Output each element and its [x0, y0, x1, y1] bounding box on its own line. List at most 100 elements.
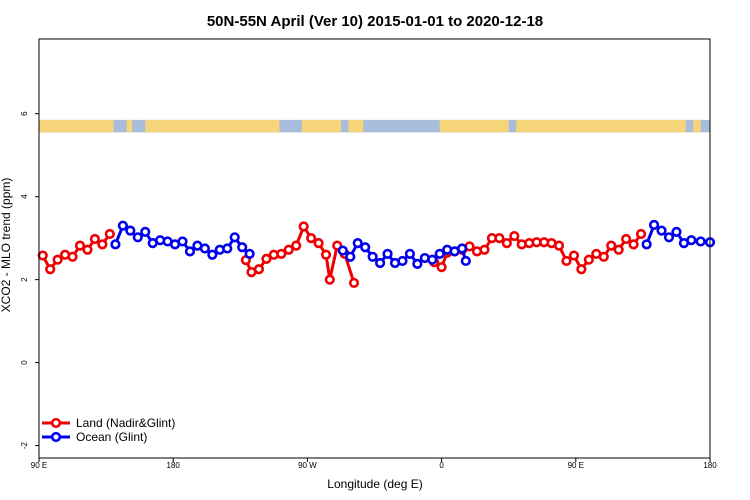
land-data-point — [583, 254, 594, 265]
land-data-point — [348, 277, 360, 289]
ocean-data-point — [656, 225, 667, 236]
x-tick-label: 90 E — [31, 461, 47, 470]
land-data-point — [494, 233, 505, 244]
ocean-data-point — [412, 258, 423, 269]
land-band — [39, 119, 114, 133]
land-data-point — [561, 255, 572, 267]
ocean-data-point — [207, 249, 218, 260]
land-data-point — [104, 228, 115, 240]
legend-item-ocean: Ocean (Glint) — [42, 430, 147, 444]
land-data-point — [45, 264, 56, 275]
land-data-point — [276, 248, 287, 259]
legend-swatch-marker — [50, 417, 62, 429]
x-axis-label: Longitude (deg E) — [327, 477, 422, 491]
ocean-data-point — [460, 255, 471, 267]
land-data-point — [283, 244, 294, 255]
ocean-data-point — [374, 257, 386, 269]
land-data-point — [501, 238, 512, 249]
land-band — [145, 119, 280, 133]
chart-title: 50N-55N April (Ver 10) 2015-01-01 to 202… — [207, 13, 543, 30]
ocean-data-point — [140, 226, 151, 238]
ocean-data-point — [125, 225, 136, 236]
x-tick-label: 180 — [167, 461, 181, 470]
legend-label: Land (Nadir&Glint) — [76, 416, 175, 430]
y-tick-label: -2 — [20, 441, 29, 449]
land-data-point — [613, 244, 624, 255]
data-series — [37, 219, 716, 289]
ocean-data-point — [382, 248, 393, 259]
land-data-point — [82, 244, 93, 255]
land-data-point — [553, 240, 565, 251]
land-band — [126, 119, 133, 133]
x-tick-label: 90 W — [298, 461, 317, 470]
land-data-point — [568, 250, 580, 261]
x-tick-label: 0 — [439, 461, 444, 470]
ocean-data-point — [641, 239, 652, 250]
land-data-point — [298, 221, 309, 232]
ocean-data-point — [434, 248, 445, 259]
land-data-point — [509, 230, 520, 242]
land-data-point — [306, 233, 317, 244]
y-tick-label: 2 — [20, 277, 29, 282]
land-data-point — [67, 251, 78, 262]
ocean-data-point — [648, 219, 660, 230]
y-axis-label: XCO2 - MLO trend (ppm) — [0, 178, 13, 313]
land-band — [693, 119, 701, 133]
land-ocean-strip — [39, 119, 710, 133]
ocean-data-point — [663, 232, 675, 243]
ocean-data-point — [244, 248, 255, 259]
y-tick-label: 6 — [20, 111, 29, 116]
land-data-point — [635, 228, 647, 240]
ocean-data-point — [695, 236, 706, 247]
ocean-data-point — [457, 243, 468, 254]
ocean-data-point — [367, 251, 378, 262]
ocean-data-point — [345, 251, 356, 262]
land-data-point — [291, 240, 302, 251]
land-data-point — [606, 240, 617, 251]
land-band — [348, 119, 364, 133]
land-data-point — [52, 254, 63, 265]
legend: Land (Nadir&Glint)Ocean (Glint) — [42, 416, 175, 444]
land-band — [516, 119, 686, 133]
ocean-data-point — [237, 242, 248, 253]
ocean-data-point — [337, 245, 348, 256]
plot-frame — [38, 38, 711, 459]
land-data-point — [89, 233, 101, 245]
land-series — [37, 221, 647, 289]
land-data-point — [436, 262, 447, 273]
x-tick-label: 180 — [703, 461, 717, 470]
ocean-data-point — [404, 248, 416, 259]
ocean-data-point — [686, 235, 697, 246]
y-tick-label: 0 — [20, 360, 29, 365]
land-data-point — [320, 249, 332, 260]
ocean-data-point — [671, 226, 682, 238]
land-data-point — [74, 240, 86, 251]
land-data-point — [598, 251, 609, 262]
ocean-data-point — [199, 243, 210, 254]
land-data-point — [628, 239, 639, 250]
ocean-data-point — [110, 239, 121, 250]
legend-label: Ocean (Glint) — [76, 430, 147, 444]
ocean-data-point — [229, 232, 240, 243]
ocean-series — [110, 219, 716, 269]
land-series-line — [244, 225, 356, 284]
legend-item-land: Land (Nadir&Glint) — [42, 416, 175, 430]
land-data-point — [261, 253, 272, 264]
x-tick-label: 90 E — [568, 461, 584, 470]
ocean-data-point — [397, 255, 408, 267]
land-data-point — [479, 244, 490, 255]
land-band — [301, 119, 341, 133]
land-data-point — [313, 238, 324, 249]
y-tick-label: 4 — [20, 194, 29, 199]
x-axis: 90 E 180 90 W 0 90 E 180 — [31, 458, 717, 470]
land-band — [439, 119, 509, 133]
land-data-point — [576, 264, 587, 275]
ocean-data-point — [427, 254, 438, 265]
land-data-point — [97, 239, 108, 250]
ocean-data-point — [360, 242, 371, 253]
ocean-data-point — [132, 232, 143, 243]
land-data-point — [253, 264, 265, 275]
legend-swatch-marker — [50, 431, 62, 443]
